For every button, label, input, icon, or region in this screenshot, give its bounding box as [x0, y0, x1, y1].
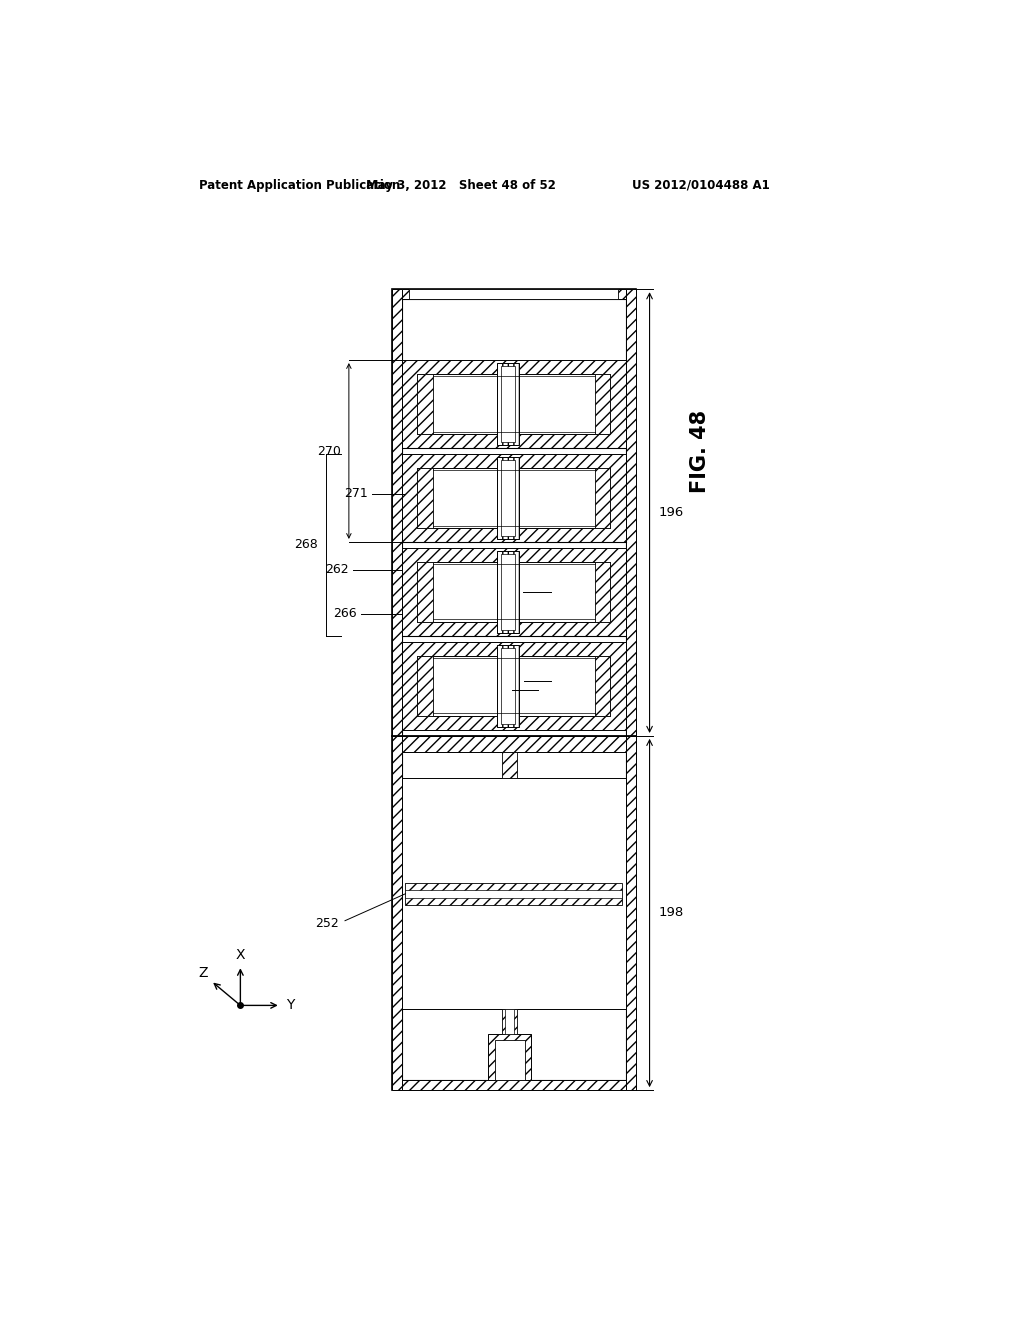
- Bar: [498, 457, 519, 539]
- Bar: [401, 737, 626, 752]
- Bar: [391, 289, 401, 737]
- Bar: [498, 363, 519, 445]
- Bar: [501, 648, 515, 723]
- Bar: [401, 360, 626, 447]
- Bar: [595, 656, 610, 715]
- Bar: [595, 562, 610, 622]
- Bar: [401, 548, 626, 636]
- Bar: [401, 1080, 626, 1090]
- Bar: [417, 469, 432, 528]
- Text: 186: 186: [513, 693, 537, 706]
- Bar: [626, 737, 636, 1090]
- Bar: [502, 1010, 517, 1034]
- Bar: [417, 562, 610, 622]
- Text: 262: 262: [326, 564, 349, 577]
- Bar: [505, 1010, 514, 1034]
- Text: Z: Z: [199, 966, 208, 979]
- Bar: [401, 779, 626, 1010]
- Bar: [417, 374, 610, 434]
- Bar: [406, 883, 622, 904]
- Bar: [406, 890, 622, 898]
- Bar: [417, 469, 610, 528]
- Text: Patent Application Publication: Patent Application Publication: [200, 178, 400, 191]
- Text: 271: 271: [344, 487, 369, 500]
- Text: 268: 268: [294, 539, 317, 552]
- Bar: [498, 645, 519, 726]
- Text: X: X: [236, 948, 245, 961]
- Bar: [401, 642, 626, 730]
- Bar: [417, 374, 432, 434]
- Text: 266: 266: [333, 607, 356, 620]
- Text: FIG. 48: FIG. 48: [690, 409, 710, 492]
- Bar: [391, 289, 636, 1090]
- Bar: [401, 737, 626, 752]
- Text: Y: Y: [287, 998, 295, 1012]
- Text: US 2012/0104488 A1: US 2012/0104488 A1: [632, 178, 769, 191]
- Bar: [488, 1034, 531, 1080]
- Bar: [401, 746, 626, 1080]
- Bar: [401, 289, 626, 300]
- Text: May 3, 2012   Sheet 48 of 52: May 3, 2012 Sheet 48 of 52: [367, 178, 556, 191]
- Bar: [595, 469, 610, 528]
- Bar: [595, 374, 610, 434]
- Bar: [401, 454, 626, 543]
- Bar: [502, 752, 517, 779]
- Bar: [417, 656, 432, 715]
- Bar: [501, 461, 515, 536]
- Text: 252: 252: [315, 916, 339, 929]
- Bar: [498, 552, 519, 632]
- Text: 198: 198: [658, 907, 684, 920]
- Text: 270: 270: [317, 445, 341, 458]
- Bar: [501, 554, 515, 630]
- Bar: [495, 1040, 524, 1080]
- Bar: [417, 656, 610, 715]
- Bar: [401, 300, 626, 737]
- Bar: [410, 289, 617, 300]
- Text: 184: 184: [553, 675, 577, 688]
- Bar: [417, 562, 432, 622]
- Bar: [391, 737, 401, 1090]
- Text: 188: 188: [553, 585, 577, 598]
- Bar: [626, 289, 636, 737]
- Bar: [501, 367, 515, 442]
- Text: 196: 196: [658, 506, 684, 519]
